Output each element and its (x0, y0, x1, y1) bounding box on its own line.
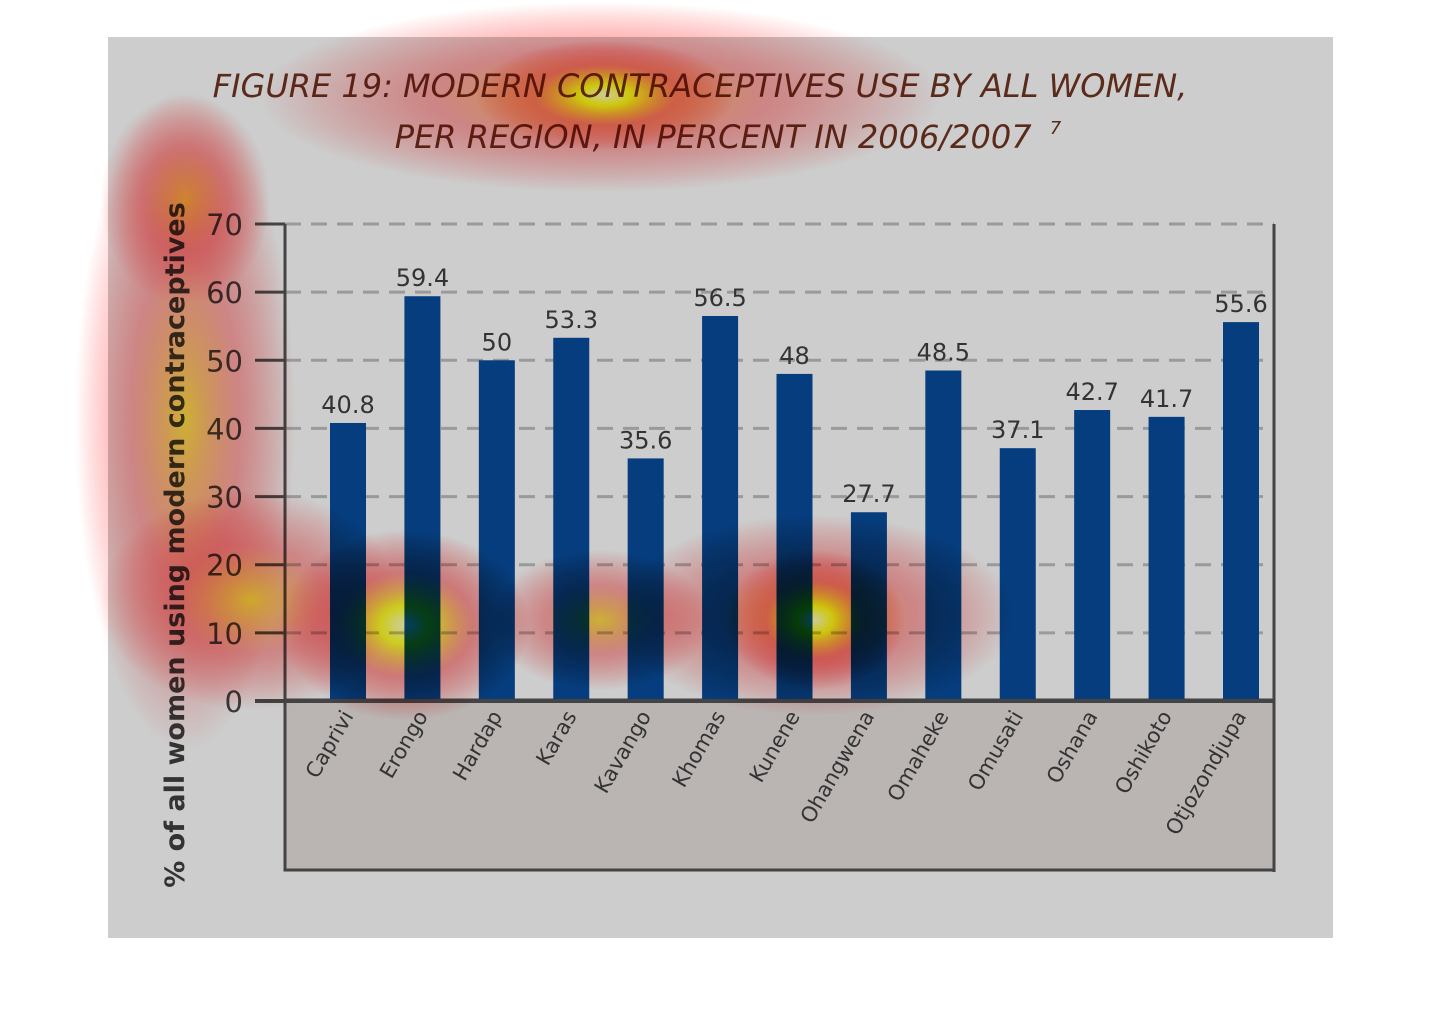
bar-oshikoto (1148, 416, 1185, 701)
value-label: 59.4 (396, 264, 449, 292)
heat-spot-title-center (475, 40, 735, 150)
title-footnote-marker: 7 (1050, 118, 1062, 139)
heatmap-overlay (75, 2, 1015, 750)
value-label: 42.7 (1065, 378, 1118, 406)
bar-omusati (999, 448, 1036, 701)
value-label: 48.5 (917, 339, 970, 367)
value-label: 53.3 (545, 306, 598, 334)
value-label: 55.6 (1214, 290, 1267, 318)
bar-otjozondjupa (1223, 322, 1259, 701)
value-label: 27.7 (842, 480, 895, 508)
value-label: 40.8 (321, 391, 374, 419)
value-labels: 40.8 59.4 50 53.3 35.6 56.5 48 27.7 48.5 37.1 42.7… (321, 264, 1267, 508)
value-label: 37.1 (991, 416, 1044, 444)
value-label: 41.7 (1140, 385, 1193, 413)
bar-oshana (1074, 410, 1111, 701)
heat-spot-bars-left (280, 530, 530, 720)
value-label: 35.6 (619, 426, 672, 454)
heat-spot-bars-mid-core (725, 550, 905, 690)
heat-spot-bars-left2 (490, 550, 710, 690)
category-label-area (283, 698, 1276, 872)
value-label: 56.5 (693, 284, 746, 312)
value-label: 50 (482, 328, 513, 356)
value-label: 48 (779, 342, 810, 370)
